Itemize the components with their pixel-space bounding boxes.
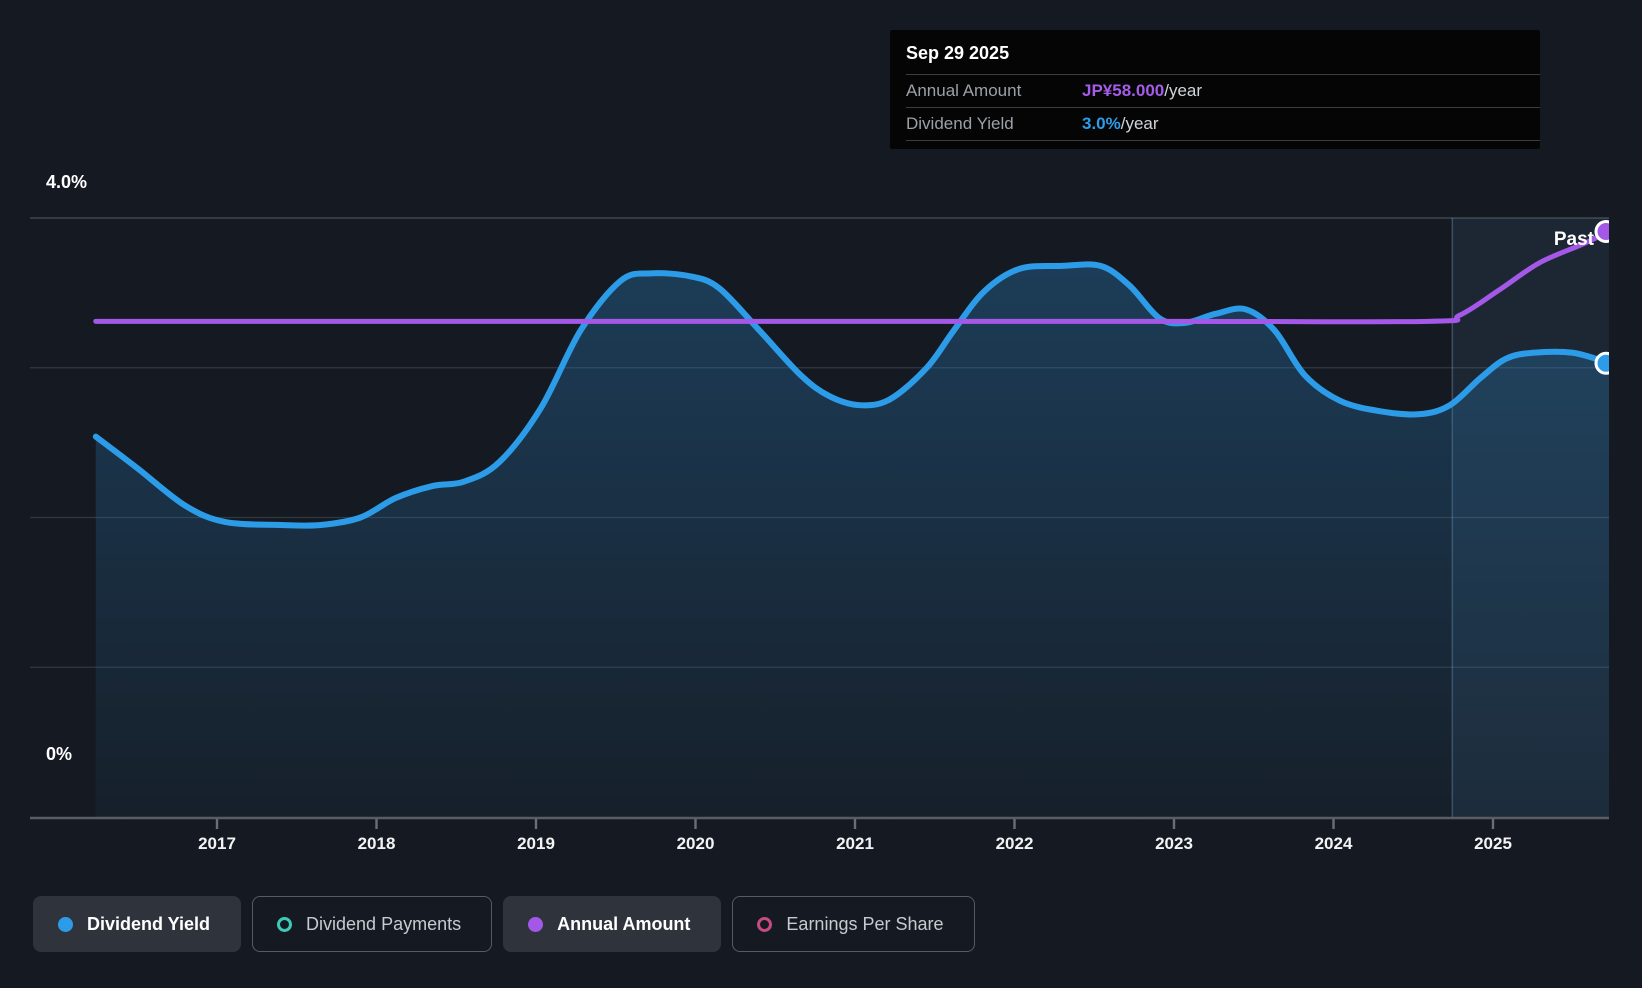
legend-item-earnings-per-share[interactable]: Earnings Per Share bbox=[732, 896, 975, 952]
x-axis-label-2017: 2017 bbox=[198, 834, 236, 853]
dividend-yield-line bbox=[92, 261, 1609, 529]
dividend-yield-current-marker bbox=[1594, 351, 1609, 375]
tooltip-row-annual-amount: Annual Amount JP¥58.000/year bbox=[890, 75, 1540, 107]
tooltip-divider bbox=[906, 74, 1540, 75]
tooltip-value-annual-amount: JP¥58.000/year bbox=[1082, 81, 1203, 100]
y-axis-label-bottom: 0% bbox=[46, 744, 73, 764]
legend-item-dividend-payments[interactable]: Dividend Payments bbox=[252, 896, 493, 952]
x-axis-label-2023: 2023 bbox=[1155, 834, 1193, 853]
legend-label: Annual Amount bbox=[557, 913, 691, 934]
legend-label: Earnings Per Share bbox=[786, 913, 944, 934]
tooltip-label: Dividend Yield bbox=[906, 114, 1014, 133]
legend-label: Dividend Payments bbox=[306, 913, 462, 934]
x-axis-label-2025: 2025 bbox=[1474, 834, 1512, 853]
tooltip-divider bbox=[906, 140, 1540, 141]
x-axis-label-2022: 2022 bbox=[995, 834, 1034, 853]
filled-dot-icon bbox=[58, 916, 73, 932]
tooltip-date: Sep 29 2025 bbox=[906, 43, 1010, 63]
chart-legend: Dividend Yield Dividend Payments Annual Am… bbox=[33, 896, 975, 952]
chart-tooltip: Sep 29 2025 Annual Amount JP¥58.000/year… bbox=[890, 30, 1540, 149]
open-circle-icon bbox=[757, 916, 773, 932]
legend-item-annual-amount[interactable]: Annual Amount bbox=[503, 896, 722, 952]
x-axis-label-2021: 2021 bbox=[836, 834, 874, 853]
annual-amount-line bbox=[93, 229, 1609, 325]
legend-item-dividend-yield[interactable]: Dividend Yield bbox=[33, 896, 242, 952]
dividend-yield-area bbox=[95, 264, 1609, 817]
x-axis-label-2020: 2020 bbox=[676, 834, 715, 853]
open-circle-icon bbox=[277, 916, 293, 932]
tooltip-value-dividend-yield: 3.0%/year bbox=[1082, 114, 1159, 133]
tooltip-divider bbox=[906, 107, 1540, 108]
legend-label: Dividend Yield bbox=[87, 913, 211, 934]
x-axis-label-2024: 2024 bbox=[1314, 834, 1353, 853]
annual-amount-current-marker bbox=[1594, 219, 1609, 243]
tooltip-row-dividend-yield: Dividend Yield 3.0%/year bbox=[890, 108, 1540, 140]
tooltip-label: Annual Amount bbox=[906, 81, 1022, 100]
past-annotation: Past bbox=[1553, 229, 1594, 250]
x-axis-label-2018: 2018 bbox=[357, 834, 396, 853]
x-axis-label-2019: 2019 bbox=[517, 834, 555, 853]
filled-dot-icon bbox=[528, 916, 544, 932]
y-axis-label-top: 4.0% bbox=[46, 172, 88, 192]
